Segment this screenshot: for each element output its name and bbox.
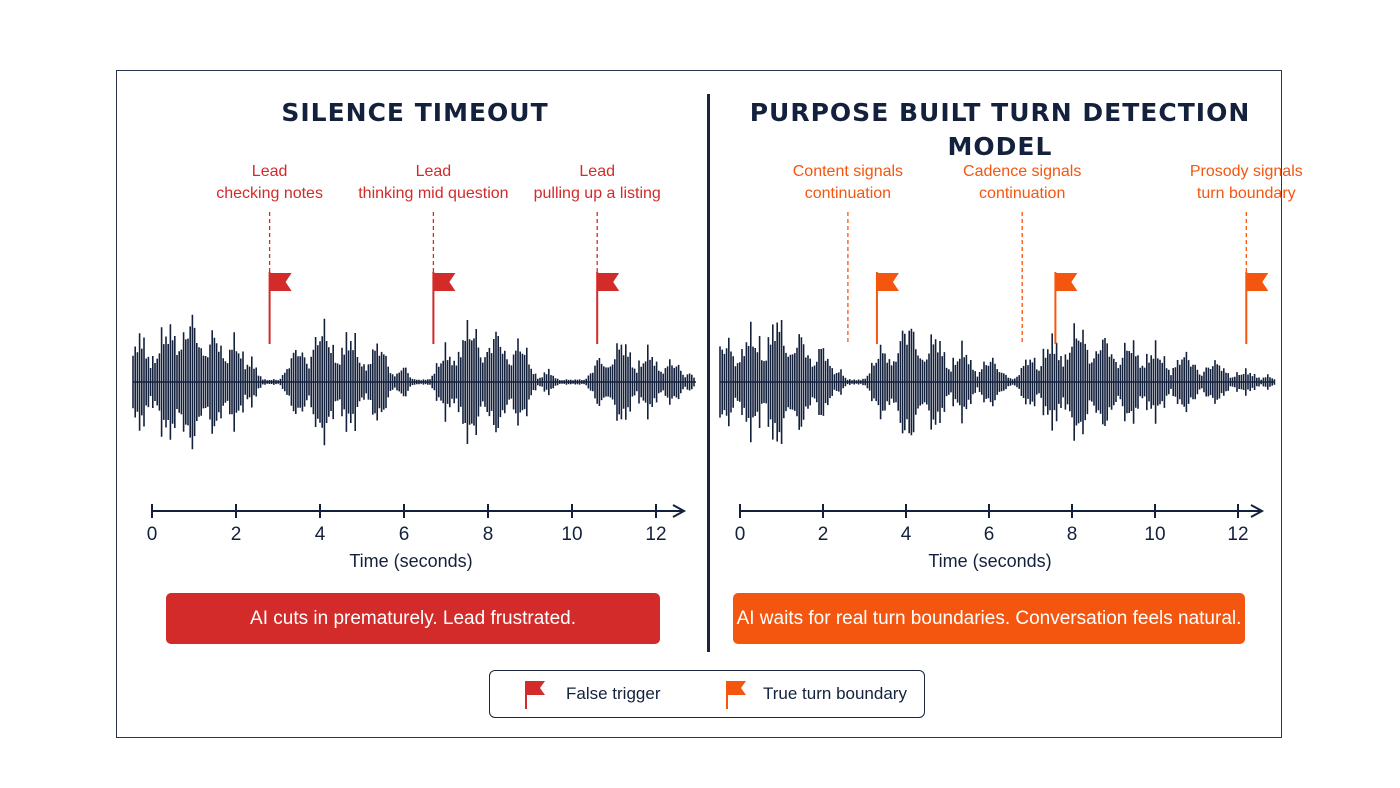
axis-tick-label: 8 xyxy=(483,524,494,545)
left-panel-title: SILENCE TIMEOUT xyxy=(281,98,549,127)
true-turn-boundary-flag-icon xyxy=(1055,273,1078,291)
axis-tick-label: 6 xyxy=(399,524,410,545)
axis-tick-label: 4 xyxy=(315,524,326,545)
annotation-line-2: thinking mid question xyxy=(358,185,508,202)
annotation-line-2: continuation xyxy=(805,185,891,202)
right-outcome-banner: AI waits for real turn boundaries. Conve… xyxy=(733,593,1245,644)
legend-true-boundary-label: True turn boundary xyxy=(763,684,907,703)
true-turn-boundary-flag-icon xyxy=(726,681,746,709)
left-panel-graphic: Lead checking notes Lead thinking mid quest… xyxy=(132,163,696,571)
axis-tick-label: 2 xyxy=(231,524,242,545)
axis-tick-label: 0 xyxy=(735,524,746,545)
false-trigger-flag-icon xyxy=(269,273,292,291)
axis-arrow-icon xyxy=(1250,504,1265,518)
axis-tick-label: 6 xyxy=(984,524,995,545)
axis-tick-label: 8 xyxy=(1067,524,1078,545)
false-trigger-flag-icon xyxy=(433,273,456,291)
annotation-line-1: Lead xyxy=(252,163,288,180)
axis-tick-label: 12 xyxy=(1227,524,1248,545)
annotation-line-2: checking notes xyxy=(216,185,323,202)
annotation-line-2: pulling up a listing xyxy=(534,185,661,202)
annotation-line-1: Lead xyxy=(579,163,615,180)
axis-tick-label: 12 xyxy=(645,524,666,545)
panel-divider xyxy=(707,94,710,652)
axis-tick-label: 4 xyxy=(901,524,912,545)
true-turn-boundary-flag-icon xyxy=(1246,273,1269,291)
left-outcome-banner: AI cuts in prematurely. Lead frustrated. xyxy=(166,593,660,644)
annotation-line-2: turn boundary xyxy=(1197,185,1296,202)
right-panel-title: PURPOSE BUILT TURN DETECTION MODEL xyxy=(749,98,1251,161)
axis-title: Time (seconds) xyxy=(349,551,472,571)
legend-false-trigger-label: False trigger xyxy=(566,684,661,703)
audio-waveform xyxy=(132,314,696,450)
audio-waveform xyxy=(719,320,1276,444)
axis-arrow-icon xyxy=(672,504,687,518)
axis-title: Time (seconds) xyxy=(928,551,1051,571)
right-panel-graphic: Content signals continuation Cadence signa… xyxy=(719,163,1303,571)
axis-tick-label: 0 xyxy=(147,524,158,545)
annotation-line-2: continuation xyxy=(979,185,1065,202)
axis-tick-label: 10 xyxy=(1144,524,1165,545)
false-trigger-flag-icon xyxy=(597,273,620,291)
axis-tick-label: 2 xyxy=(818,524,829,545)
legend: False trigger True turn boundary xyxy=(489,670,925,718)
annotation-line-1: Content signals xyxy=(793,163,903,180)
annotation-line-1: Cadence signals xyxy=(963,163,1081,180)
annotation-line-1: Prosody signals xyxy=(1190,163,1303,180)
false-trigger-flag-icon xyxy=(525,681,545,709)
axis-tick-label: 10 xyxy=(561,524,582,545)
diagram-frame xyxy=(116,70,1282,738)
true-turn-boundary-flag-icon xyxy=(876,273,899,291)
annotation-line-1: Lead xyxy=(416,163,452,180)
